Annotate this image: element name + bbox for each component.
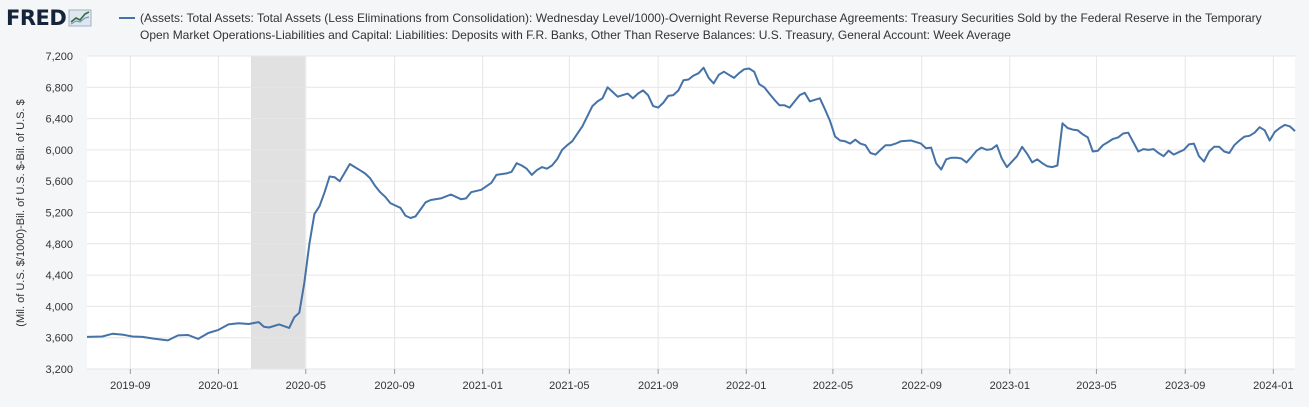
y-tick-label: 6,400 <box>45 114 73 126</box>
y-tick-label: 6,000 <box>45 145 73 157</box>
y-tick-label: 4,800 <box>45 239 73 251</box>
y-tick-label: 3,600 <box>45 333 73 345</box>
chart-header: FRED (Assets: Total Assets: Total Assets… <box>0 0 1309 52</box>
y-tick-label: 4,400 <box>45 270 73 282</box>
series-line[interactable] <box>86 66 1296 342</box>
chart-legend: (Assets: Total Assets: Total Assets (Les… <box>119 10 1299 44</box>
trend-graph-icon <box>68 9 92 27</box>
x-tick-label: 2020-09 <box>374 380 414 392</box>
x-tick-label: 2022-01 <box>726 380 766 392</box>
x-tick-label: 2021-09 <box>638 380 678 392</box>
x-tick-label: 2020-01 <box>198 380 238 392</box>
y-axis-label: (Mil. of U.S. $/1000)-Bil. of U.S. $-Bil… <box>15 99 27 327</box>
x-tick-label: 2023-09 <box>1165 380 1205 392</box>
y-tick-label: 3,200 <box>45 364 73 376</box>
y-tick-label: 4,000 <box>45 301 73 313</box>
x-tick-label: 2024-01 <box>1253 380 1293 392</box>
x-tick-label: 2019-09 <box>110 380 150 392</box>
legend-series-name: (Assets: Total Assets: Total Assets (Les… <box>140 11 1262 42</box>
fred-logo[interactable]: FRED <box>6 6 92 30</box>
y-tick-label: 5,200 <box>45 208 73 220</box>
x-tick-label: 2023-05 <box>1076 380 1116 392</box>
x-tick-label: 2021-01 <box>462 380 502 392</box>
x-tick-label: 2022-05 <box>813 380 853 392</box>
x-tick-label: 2021-05 <box>549 380 589 392</box>
x-tick-label: 2020-05 <box>286 380 326 392</box>
y-tick-label: 7,200 <box>45 51 73 63</box>
x-tick-label: 2022-09 <box>902 380 942 392</box>
y-tick-label: 6,800 <box>45 82 73 94</box>
legend-swatch <box>119 17 135 19</box>
x-tick-label: 2023-01 <box>990 380 1030 392</box>
y-tick-label: 5,600 <box>45 176 73 188</box>
fred-logo-text: FRED <box>6 6 67 30</box>
